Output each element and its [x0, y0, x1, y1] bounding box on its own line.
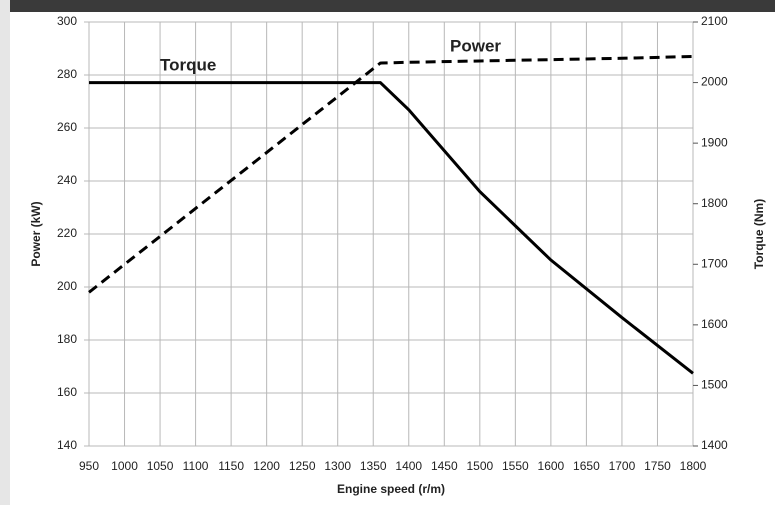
y2-tick-label: 1400: [701, 438, 728, 452]
x-tick-label: 1450: [431, 459, 458, 473]
x-tick-label: 1150: [218, 459, 244, 473]
y-tick-label: 260: [57, 120, 77, 134]
x-tick-label: 1800: [680, 459, 707, 473]
y2-tick-label: 2000: [701, 75, 728, 89]
annotation: Torque: [160, 55, 216, 74]
left-strip: [0, 0, 10, 505]
y-tick-label: 140: [57, 438, 77, 452]
x-tick-label: 1650: [573, 459, 600, 473]
x-tick-label: 1100: [183, 459, 209, 473]
y2-tick-label: 1900: [701, 135, 728, 149]
y2-tick-label: 1700: [701, 256, 728, 270]
y2-tick-label: 1600: [701, 317, 728, 331]
y-tick-label: 300: [57, 14, 77, 28]
annotation: Power: [450, 36, 501, 55]
x-tick-label: 1200: [253, 459, 280, 473]
x-axis-label: Engine speed (r/m): [337, 482, 445, 496]
x-tick-label: 1050: [147, 459, 174, 473]
x-tick-label: 1350: [360, 459, 387, 473]
x-tick-label: 950: [79, 459, 99, 473]
y-tick-label: 280: [57, 67, 77, 81]
y2-tick-label: 1500: [701, 378, 728, 392]
x-tick-label: 1700: [609, 459, 636, 473]
y-tick-label: 180: [57, 332, 77, 346]
y2-tick-label: 1800: [701, 196, 728, 210]
y2-axis-label: Torque (Nm): [752, 199, 766, 269]
y-tick-label: 220: [57, 226, 77, 240]
x-tick-label: 1600: [538, 459, 565, 473]
x-tick-label: 1750: [644, 459, 671, 473]
x-tick-label: 1500: [466, 459, 493, 473]
y-axis-label: Power (kW): [29, 201, 43, 266]
x-tick-label: 1000: [111, 459, 138, 473]
x-tick-label: 1550: [502, 459, 529, 473]
y2-tick-label: 2100: [701, 14, 728, 28]
chart: Engine speed (r/m) Power (kW) Torque (Nm…: [0, 0, 775, 505]
y-tick-label: 240: [57, 173, 77, 187]
top-strip: [10, 0, 775, 12]
y-tick-label: 160: [57, 385, 77, 399]
x-tick-label: 1300: [324, 459, 351, 473]
x-tick-label: 1250: [289, 459, 316, 473]
y-tick-label: 200: [57, 279, 77, 293]
x-tick-label: 1400: [395, 459, 422, 473]
